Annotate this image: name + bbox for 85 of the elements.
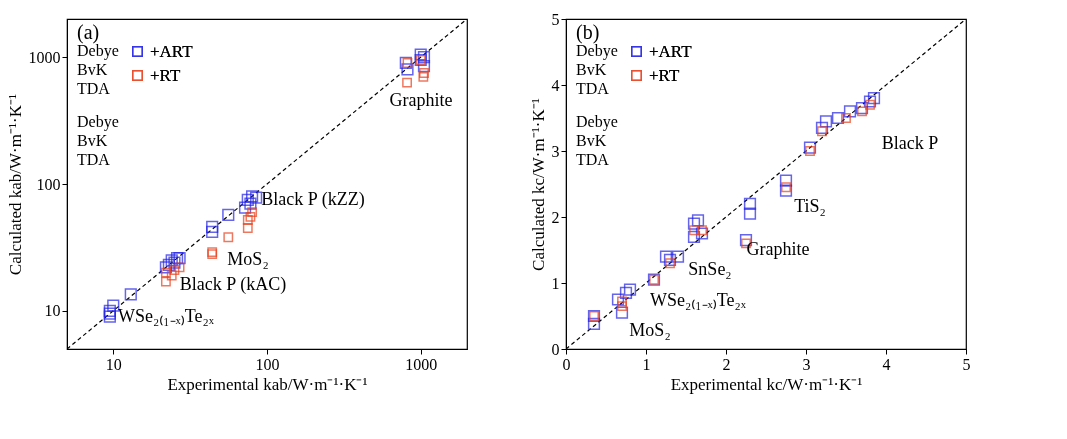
annotation: Black P (kZZ): [261, 189, 365, 210]
legend-label: +RT: [649, 65, 680, 85]
x-axis-title: Experimental kab/W·m⁻¹·K⁻¹: [167, 374, 368, 394]
legend-label: +ART: [150, 41, 194, 61]
x-tick-label: 1: [642, 355, 651, 373]
point: [803, 141, 817, 154]
point: [665, 258, 675, 269]
point: [695, 227, 709, 240]
point: [689, 225, 699, 236]
annotation: Black P: [881, 133, 939, 153]
point: [687, 217, 701, 230]
y-tick-label: 3: [551, 142, 560, 160]
annotation: BvK: [77, 132, 108, 149]
annotation: TDA: [576, 151, 610, 168]
point: [611, 293, 625, 306]
x-tick-label: 3: [802, 355, 811, 373]
annotation: WSe₂₍₁₋ₓ₎Te₂ₓ: [650, 290, 747, 310]
point: [815, 121, 829, 135]
x-tick-label: 0: [562, 355, 571, 373]
x-tick-label: 100: [255, 355, 280, 373]
point: [617, 296, 627, 307]
point: [841, 113, 851, 123]
point: [663, 253, 677, 267]
legend-label: +RT: [150, 65, 181, 85]
y-tick-label: 10: [44, 302, 61, 320]
y-tick-label: 0: [551, 340, 560, 358]
y-tick-label: 1: [551, 274, 560, 292]
x-tick-label: 2: [722, 355, 731, 373]
annotation: BvK: [576, 132, 607, 149]
point: [619, 286, 633, 300]
annotation: BvK: [576, 61, 607, 78]
point: [805, 146, 815, 156]
annotation: TDA: [77, 80, 111, 97]
y-tick-label: 100: [36, 175, 61, 193]
point: [857, 106, 867, 117]
y-axis-title: Calculated kc/W·m⁻¹·K⁻¹: [528, 98, 548, 271]
annotation: Debye: [77, 42, 119, 60]
x-tick-label: 1000: [405, 355, 438, 373]
x-tick-label: 4: [882, 355, 891, 373]
annotation: Debye: [77, 113, 119, 131]
annotation: TDA: [77, 151, 111, 168]
x-axis-title: Experimental kc/W·m⁻¹·K⁻¹: [670, 374, 863, 394]
annotation: WSe₂₍₁₋ₓ₎Te₂ₓ: [118, 306, 215, 326]
point: [865, 99, 875, 110]
point: [587, 317, 601, 331]
point: [623, 283, 637, 296]
point: [671, 250, 685, 263]
annotation: MoS₂: [227, 249, 269, 269]
point: [781, 182, 791, 193]
annotation: MoS₂: [629, 320, 671, 340]
point: [779, 174, 793, 187]
annotation: (a): [77, 21, 100, 44]
point: [697, 225, 707, 236]
annotation: SnSe₂: [688, 259, 732, 279]
annotation: Debye: [576, 113, 618, 131]
point: [617, 301, 627, 312]
point: [843, 105, 857, 118]
annotation: TDA: [576, 80, 610, 97]
point: [817, 126, 827, 137]
point: [743, 197, 757, 210]
y-tick-label: 1000: [28, 48, 61, 66]
point: [863, 95, 877, 108]
point: [831, 111, 845, 125]
annotation: (b): [576, 21, 600, 44]
point: [855, 101, 869, 115]
x-tick-label: 5: [962, 355, 971, 373]
annotation: BvK: [77, 61, 108, 78]
point: [819, 115, 833, 128]
point: [867, 92, 881, 105]
annotation: Graphite: [746, 239, 810, 259]
legend-label: +ART: [649, 41, 693, 61]
point: [743, 207, 757, 220]
annotation: TiS₂: [794, 196, 826, 216]
y-tick-label: 4: [551, 76, 560, 94]
point: [687, 230, 701, 243]
y-tick-label: 2: [551, 208, 560, 226]
annotation: Debye: [576, 42, 618, 60]
y-tick-label: 5: [551, 10, 560, 28]
point: [615, 306, 629, 319]
x-tick-label: 10: [105, 355, 122, 373]
annotation: Black P (kAC): [179, 274, 287, 295]
y-axis-title: Calculated kab/W·m⁻¹·K⁻¹: [5, 93, 25, 276]
point: [659, 250, 673, 263]
point: [779, 184, 793, 197]
annotation: Graphite: [389, 90, 453, 110]
